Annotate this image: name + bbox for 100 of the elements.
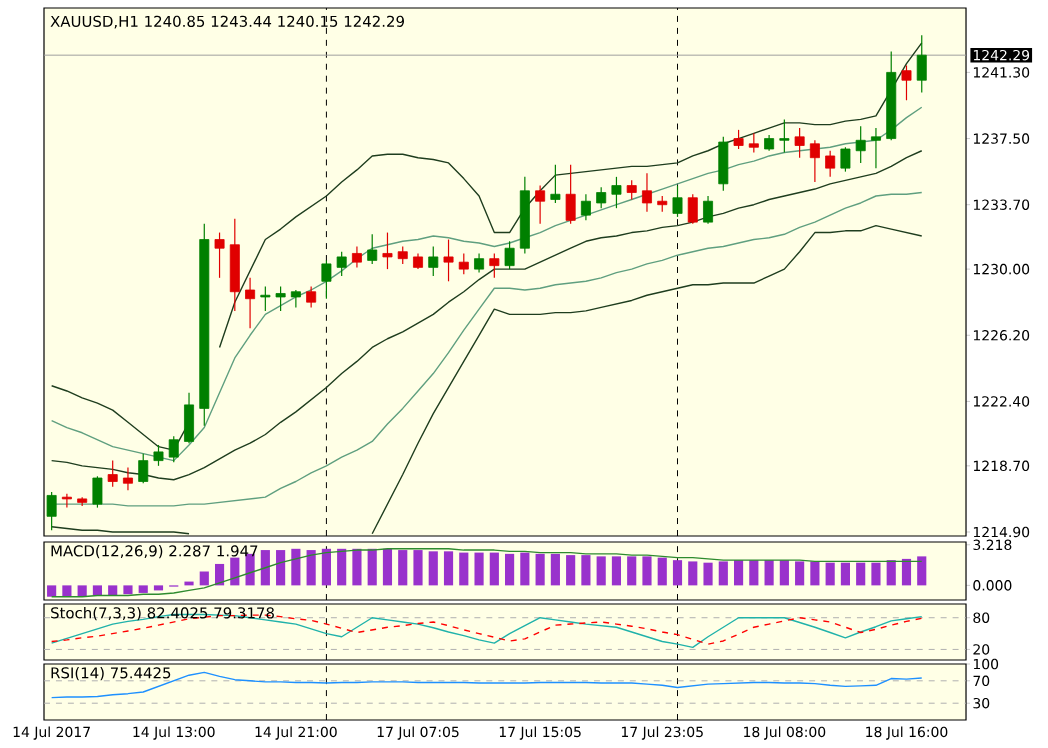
candlestick bbox=[351, 245, 362, 268]
candlestick bbox=[642, 172, 652, 213]
candlestick bbox=[306, 285, 317, 309]
candlestick bbox=[748, 132, 759, 154]
candlestick bbox=[260, 285, 271, 312]
bar bbox=[489, 552, 499, 586]
bar bbox=[428, 551, 438, 586]
bar bbox=[459, 552, 469, 586]
candlestick bbox=[184, 392, 194, 444]
bar bbox=[596, 556, 606, 586]
candlestick bbox=[229, 218, 240, 312]
bar bbox=[505, 553, 515, 586]
candlestick bbox=[46, 491, 57, 531]
bar bbox=[642, 556, 652, 586]
candlestick bbox=[336, 251, 347, 277]
bar bbox=[749, 560, 759, 586]
bar bbox=[474, 552, 484, 586]
bar bbox=[92, 585, 103, 596]
bar bbox=[856, 562, 866, 586]
bar bbox=[230, 557, 240, 586]
candlestick bbox=[443, 238, 454, 282]
bar bbox=[260, 550, 270, 586]
candlestick bbox=[92, 475, 103, 509]
bar bbox=[672, 560, 683, 586]
candlestick bbox=[504, 240, 515, 270]
candlestick bbox=[122, 466, 133, 491]
bar bbox=[520, 552, 530, 586]
candlestick bbox=[214, 231, 225, 279]
candlestick bbox=[794, 127, 805, 159]
bar bbox=[398, 550, 408, 586]
candlestick bbox=[245, 277, 256, 329]
bar bbox=[611, 556, 622, 586]
candlestick bbox=[61, 493, 72, 509]
bar bbox=[291, 548, 301, 586]
bar bbox=[901, 558, 912, 586]
bar bbox=[550, 553, 560, 586]
candlestick bbox=[275, 285, 286, 312]
bar bbox=[718, 561, 728, 586]
bar bbox=[199, 571, 209, 586]
candlestick bbox=[779, 118, 790, 154]
candlestick bbox=[153, 444, 164, 467]
candlestick bbox=[611, 176, 622, 209]
bar bbox=[764, 560, 774, 586]
bar bbox=[276, 550, 286, 586]
candlestick bbox=[855, 125, 866, 164]
bar bbox=[306, 550, 316, 586]
candlestick bbox=[382, 231, 393, 270]
candlestick bbox=[916, 34, 927, 94]
candlestick bbox=[107, 460, 118, 488]
bar bbox=[703, 562, 713, 586]
candlestick bbox=[535, 184, 546, 225]
bar bbox=[886, 560, 896, 586]
bar bbox=[825, 562, 835, 586]
candlestick bbox=[901, 64, 912, 101]
bar bbox=[153, 585, 164, 591]
bar bbox=[688, 561, 698, 586]
candlestick bbox=[474, 252, 485, 274]
candlestick bbox=[367, 233, 378, 265]
bar bbox=[535, 553, 545, 586]
candlestick bbox=[290, 289, 301, 309]
bar bbox=[566, 555, 576, 586]
bar bbox=[581, 555, 591, 586]
bar bbox=[108, 585, 118, 596]
candlestick bbox=[703, 195, 714, 225]
bar bbox=[795, 561, 805, 586]
bar bbox=[810, 561, 820, 586]
bar bbox=[733, 560, 744, 586]
candlestick bbox=[550, 164, 561, 204]
bar bbox=[367, 548, 377, 586]
candlestick bbox=[596, 186, 607, 209]
candlestick bbox=[565, 164, 576, 225]
bar bbox=[840, 562, 850, 586]
candlestick bbox=[321, 259, 332, 300]
candlestick bbox=[428, 245, 439, 277]
bar bbox=[627, 556, 637, 586]
candlestick bbox=[825, 150, 836, 178]
bar bbox=[382, 548, 393, 586]
bar bbox=[47, 585, 57, 597]
bar bbox=[917, 556, 927, 586]
candlestick bbox=[458, 252, 469, 275]
candlestick bbox=[489, 252, 500, 279]
bar bbox=[123, 585, 133, 595]
bar bbox=[657, 557, 667, 586]
bar bbox=[352, 548, 362, 586]
bar bbox=[779, 560, 789, 586]
candlestick bbox=[809, 139, 820, 183]
candlestick bbox=[138, 453, 149, 484]
candlestick bbox=[626, 179, 637, 201]
bar bbox=[413, 550, 423, 586]
bar bbox=[77, 585, 87, 597]
candlestick bbox=[718, 136, 729, 192]
candlestick bbox=[840, 146, 851, 173]
candlestick bbox=[672, 184, 683, 218]
candlestick bbox=[580, 193, 591, 221]
bar bbox=[871, 562, 881, 586]
bar bbox=[62, 585, 72, 597]
bar bbox=[443, 551, 454, 586]
bar bbox=[245, 553, 255, 586]
bar bbox=[337, 548, 347, 586]
candlestick bbox=[687, 193, 698, 225]
